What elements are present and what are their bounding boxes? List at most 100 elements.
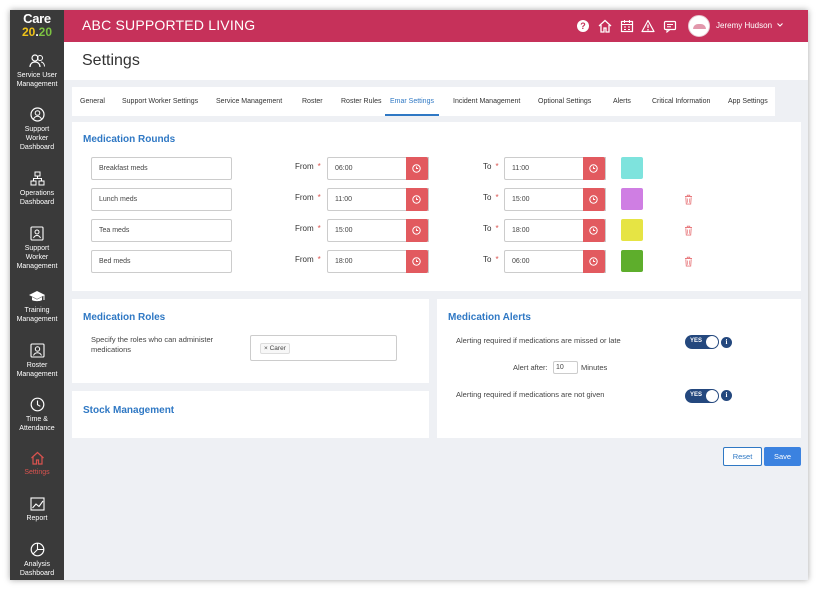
avatar[interactable] (688, 15, 710, 37)
to-time-picker-button[interactable] (583, 250, 605, 273)
round-name-input[interactable]: Lunch meds (91, 188, 232, 211)
home-icon[interactable] (598, 19, 612, 33)
sidebar-item-label: Management (16, 316, 58, 323)
from-time-input[interactable]: 18:00 (327, 250, 429, 273)
clock-icon (412, 195, 421, 204)
sidebar-item-analysis-dashboard[interactable]: Analysis Dashboard (10, 542, 64, 578)
to-time-input[interactable]: 11:00 (504, 157, 606, 180)
sidebar-item-label: Support (24, 126, 50, 133)
to-label: To * (483, 255, 499, 264)
from-time-input[interactable]: 11:00 (327, 188, 429, 211)
sidebar-item-report[interactable]: Report (10, 497, 64, 523)
to-time-picker-button[interactable] (583, 219, 605, 242)
round-color-swatch[interactable] (621, 157, 643, 179)
pie-chart-icon (30, 542, 44, 557)
clock-icon (589, 195, 598, 204)
round-name-input[interactable]: Tea meds (91, 219, 232, 242)
clock-icon (412, 226, 421, 235)
clock-icon (412, 164, 421, 173)
page-title-bar: Settings (64, 42, 808, 80)
role-chip[interactable]: × Carer (260, 343, 290, 354)
round-name-input[interactable]: Breakfast meds (91, 157, 232, 180)
tab-alerts[interactable]: Alerts (613, 98, 631, 105)
from-time-input[interactable]: 06:00 (327, 157, 429, 180)
from-label: From * (295, 224, 321, 233)
sidebar-item-label: Support (24, 245, 50, 252)
sidebar-item-label: Management (16, 81, 58, 88)
chevron-down-icon[interactable] (776, 19, 784, 31)
not-given-alert-toggle[interactable]: YES (685, 389, 719, 403)
clock-icon (589, 257, 598, 266)
round-color-swatch[interactable] (621, 188, 643, 210)
help-icon[interactable]: ? (576, 19, 590, 33)
users-icon (29, 54, 45, 68)
alert-after-input[interactable]: 10 (553, 361, 578, 374)
tab-general[interactable]: General (80, 98, 105, 105)
from-time-picker-button[interactable] (406, 188, 428, 211)
sidebar-item-support-worker-dashboard[interactable]: Support Worker Dashboard (10, 107, 64, 152)
missed-alert-label: Alerting required if medications are mis… (456, 336, 621, 345)
sidebar-item-training-management[interactable]: Training Management (10, 290, 64, 324)
message-icon[interactable] (663, 19, 677, 33)
sidebar-item-time-attendance[interactable]: Time & Attendance (10, 397, 64, 433)
info-icon[interactable]: i (721, 390, 732, 401)
save-button[interactable]: Save (764, 447, 801, 466)
sidebar-item-settings[interactable]: Settings (10, 451, 64, 477)
from-time-picker-button[interactable] (406, 250, 428, 273)
to-time-input[interactable]: 18:00 (504, 219, 606, 242)
stock-management-panel: Stock Management (72, 391, 429, 438)
roster-icon (29, 343, 45, 358)
tab-optional-settings[interactable]: Optional Settings (538, 98, 592, 105)
from-time-picker-button[interactable] (406, 157, 428, 180)
to-time-input[interactable]: 06:00 (504, 250, 606, 273)
from-time-picker-button[interactable] (406, 219, 428, 242)
round-name-input[interactable]: Bed meds (91, 250, 232, 273)
tab-incident-management[interactable]: Incident Management (453, 98, 521, 105)
not-given-alert-label: Alerting required if medications are not… (456, 390, 605, 399)
reset-button[interactable]: Reset (723, 447, 762, 466)
missed-alert-toggle[interactable]: YES (685, 335, 719, 349)
sitemap-icon (30, 171, 44, 186)
toggle-knob (706, 336, 718, 348)
to-label: To * (483, 162, 499, 171)
sidebar-item-label: Management (16, 371, 58, 378)
sidebar-item-label: Worker (25, 135, 49, 142)
round-color-swatch[interactable] (621, 250, 643, 272)
warning-icon[interactable] (641, 19, 655, 33)
info-icon[interactable]: i (721, 337, 732, 348)
tab-roster-rules[interactable]: Roster Rules (341, 98, 382, 105)
sidebar-item-label: Dashboard (19, 144, 55, 151)
sidebar-item-support-worker-management[interactable]: Support Worker Management (10, 226, 64, 271)
sidebar-item-label: Time & (26, 416, 48, 423)
sidebar-item-operations-dashboard[interactable]: Operations Dashboard (10, 171, 64, 207)
tab-roster[interactable]: Roster (302, 98, 323, 105)
tab-critical-information[interactable]: Critical Information (652, 98, 711, 105)
tab-support-worker-settings[interactable]: Support Worker Settings (122, 98, 199, 105)
app-logo[interactable]: Care 20.20 (10, 12, 64, 44)
settings-tabs: General Support Worker Settings Service … (72, 87, 775, 116)
toggle-label: YES (690, 392, 703, 398)
sidebar-item-roster-management[interactable]: Roster Management (10, 343, 64, 379)
round-color-swatch[interactable] (621, 219, 643, 241)
from-label: From * (295, 255, 321, 264)
from-time-input[interactable]: 15:00 (327, 219, 429, 242)
tab-service-management[interactable]: Service Management (216, 98, 283, 105)
tab-emar-settings[interactable]: Emar Settings (385, 87, 439, 116)
roles-multiselect[interactable]: × Carer (250, 335, 397, 361)
tab-app-settings[interactable]: App Settings (728, 98, 768, 105)
trash-icon[interactable] (684, 194, 693, 205)
section-title: Medication Alerts (448, 312, 531, 323)
calendar-icon[interactable] (620, 19, 634, 33)
logo-text-bottom: 20.20 (21, 25, 53, 39)
to-time-picker-button[interactable] (583, 188, 605, 211)
to-time-picker-button[interactable] (583, 157, 605, 180)
trash-icon[interactable] (684, 256, 693, 267)
toggle-knob (706, 390, 718, 402)
to-label: To * (483, 193, 499, 202)
user-name[interactable]: Jeremy Hudson (716, 21, 773, 30)
line-chart-icon (29, 497, 45, 511)
medication-roles-panel: Medication Roles Specify the roles who c… (72, 299, 429, 383)
trash-icon[interactable] (684, 225, 693, 236)
sidebar-item-service-user-management[interactable]: Service User Management (10, 54, 64, 89)
to-time-input[interactable]: 15:00 (504, 188, 606, 211)
